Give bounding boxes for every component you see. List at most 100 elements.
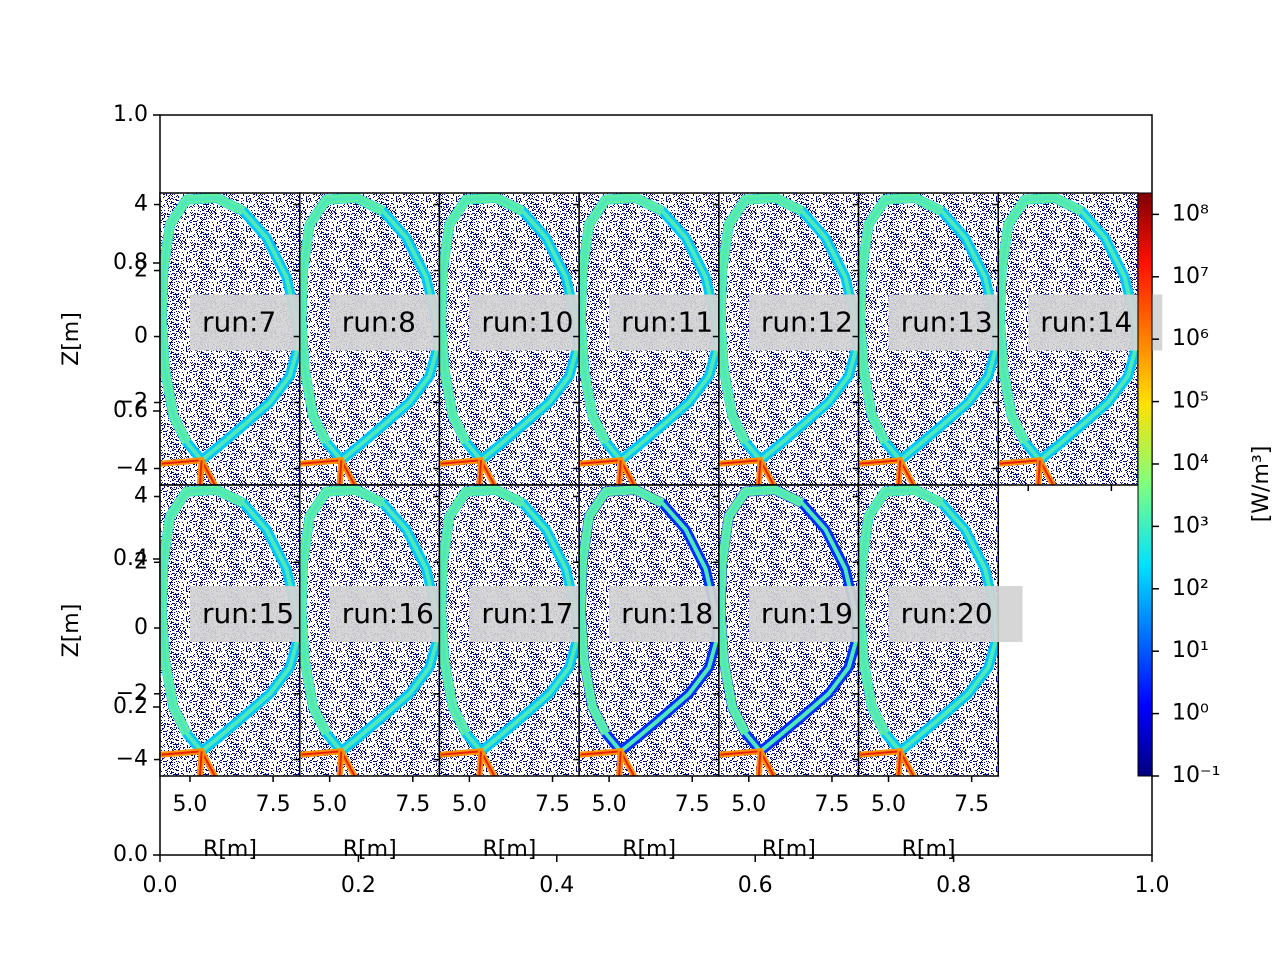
x-tick-label: 0.4 <box>539 873 574 898</box>
r-tick-label: 5.0 <box>452 792 487 817</box>
plasma <box>439 193 580 485</box>
z-tick-label: −4 <box>116 747 148 772</box>
divertor-leg-core <box>198 460 203 485</box>
separatrix-core <box>160 487 300 753</box>
separatrix-core <box>579 487 719 753</box>
divertor-leg-core <box>338 460 343 485</box>
run-label: run:18 <box>621 597 713 630</box>
colorbar-tick-label: 10⁷ <box>1172 264 1209 289</box>
run-label: run:14 <box>1040 306 1132 339</box>
z-tick-label: 0 <box>134 324 148 349</box>
r-axis-label: R[m] <box>343 837 397 862</box>
z-tick-label: 2 <box>134 258 148 283</box>
divertor-leg-core <box>198 751 203 776</box>
colorbar-tick-label: 10³ <box>1172 513 1209 538</box>
y-tick-label: 0.8 <box>113 250 148 275</box>
colorbar-tick-label: 10² <box>1172 576 1209 601</box>
run-label-box <box>888 586 1023 643</box>
plasma <box>718 485 859 776</box>
run-label: run:12 <box>761 306 853 339</box>
run-label: run:11 <box>621 306 713 339</box>
run-label: run:7 <box>202 306 276 339</box>
separatrix-core <box>858 195 999 462</box>
r-axis-label: R[m] <box>622 837 676 862</box>
run-label: run:8 <box>342 306 416 339</box>
run-label: run:15 <box>202 597 294 630</box>
plasma <box>858 485 999 776</box>
y-tick-label: 1.0 <box>113 102 148 127</box>
divertor-leg-core <box>757 460 762 485</box>
y-tick-label: 0.2 <box>113 694 148 719</box>
plasma <box>439 485 580 776</box>
divertor-leg-core <box>618 460 622 485</box>
divertor-leg-core <box>1037 460 1041 485</box>
y-tick-label: 0.4 <box>113 546 148 571</box>
colorbar-tick-label: 10⁻¹ <box>1172 763 1220 788</box>
separatrix-core <box>718 195 859 462</box>
r-tick-label: 7.5 <box>535 792 570 817</box>
plasma <box>858 193 999 485</box>
separatrix-core <box>299 487 440 753</box>
z-tick-label: −2 <box>116 681 148 706</box>
y-tick-label: 0.6 <box>113 398 148 423</box>
divertor-leg-core <box>478 460 482 485</box>
r-axis-label: R[m] <box>482 837 536 862</box>
divertor-leg-core <box>757 751 762 776</box>
r-tick-label: 7.5 <box>814 792 849 817</box>
run-label: run:19 <box>761 597 853 630</box>
separatrix-core <box>718 487 859 753</box>
colorbar-tick-label: 10⁵ <box>1172 389 1209 414</box>
r-tick-label: 5.0 <box>592 792 627 817</box>
run-label: run:20 <box>901 597 993 630</box>
plasma <box>299 193 440 485</box>
z-tick-label: 4 <box>134 484 148 509</box>
x-tick-label: 1.0 <box>1135 873 1170 898</box>
x-tick-label: 0.8 <box>936 873 971 898</box>
run-label: run:13 <box>901 306 993 339</box>
r-axis-label: R[m] <box>902 837 956 862</box>
colorbar-tick-label: 10⁴ <box>1172 451 1209 476</box>
divertor-leg-core <box>478 751 482 776</box>
r-tick-label: 7.5 <box>675 792 710 817</box>
separatrix-core <box>858 487 999 753</box>
plasma <box>998 193 1138 485</box>
divertor-leg-core <box>897 460 902 485</box>
run-label: run:17 <box>481 597 573 630</box>
colorbar-tick-label: 10⁶ <box>1172 326 1209 351</box>
run-label: run:16 <box>342 597 434 630</box>
separatrix-core <box>439 195 580 462</box>
z-tick-label: −2 <box>116 390 148 415</box>
r-axis-label: R[m] <box>203 837 257 862</box>
z-axis-label: Z[m] <box>59 312 84 366</box>
r-tick-label: 7.5 <box>954 792 989 817</box>
x-tick-label: 0.2 <box>341 873 376 898</box>
r-tick-label: 7.5 <box>395 792 430 817</box>
run-label: run:10 <box>481 306 573 339</box>
colorbar-label: [W/m³] <box>1249 446 1274 523</box>
r-tick-label: 5.0 <box>871 792 906 817</box>
z-axis-label: Z[m] <box>59 604 84 658</box>
separatrix-core <box>998 195 1138 462</box>
separatrix-core <box>299 195 440 462</box>
plasma <box>160 485 300 776</box>
r-tick-label: 7.5 <box>256 792 291 817</box>
separatrix-core <box>579 195 719 462</box>
separatrix-core <box>439 487 580 753</box>
plasma <box>160 193 300 485</box>
colorbar-tick-label: 10⁸ <box>1172 201 1209 226</box>
x-tick-label: 0.6 <box>738 873 773 898</box>
r-tick-label: 5.0 <box>172 792 207 817</box>
x-tick-label: 0.0 <box>143 873 178 898</box>
z-tick-label: 4 <box>134 192 148 217</box>
r-tick-label: 5.0 <box>731 792 766 817</box>
separatrix-core <box>160 195 300 462</box>
plasma <box>579 485 719 776</box>
r-tick-label: 5.0 <box>312 792 347 817</box>
divertor-leg-core <box>897 751 902 776</box>
colorbar <box>1137 192 1153 777</box>
z-tick-label: −4 <box>116 456 148 481</box>
colorbar-tick-label: 10¹ <box>1172 638 1209 663</box>
z-tick-label: 0 <box>134 615 148 640</box>
colorbar-tick-label: 10⁰ <box>1172 701 1209 726</box>
